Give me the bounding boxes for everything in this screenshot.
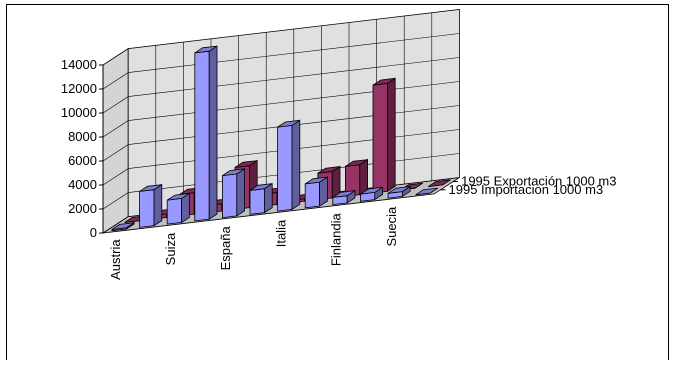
y-gridline <box>102 57 460 114</box>
bar-side-face <box>153 183 163 227</box>
bar-side-face <box>386 77 396 193</box>
y-tick-label: 10000 <box>61 105 97 120</box>
bar-top-face <box>387 186 411 194</box>
bar <box>344 158 369 197</box>
bar-top-face <box>427 179 451 187</box>
bar <box>111 221 135 232</box>
y-tick-label: 6000 <box>68 153 97 168</box>
bar-top-face <box>194 45 218 54</box>
y-gridline <box>102 129 460 186</box>
bar-top-face <box>332 190 356 198</box>
bar-front-face <box>221 173 238 219</box>
bar-top-face <box>415 187 439 196</box>
bar <box>194 45 218 222</box>
bar-top-face <box>345 159 368 167</box>
x-tick-label: Suecia <box>384 206 399 247</box>
bar-top-face <box>277 119 301 128</box>
bar <box>372 77 396 194</box>
chart-frame <box>6 4 669 360</box>
y-tick-label: 2000 <box>68 201 97 216</box>
x-tick-label: Finlandia <box>329 213 344 267</box>
series-label: 1995 Importacion 1000 m3 <box>449 182 604 197</box>
y-tick-label: 8000 <box>68 129 97 144</box>
bar <box>387 185 411 199</box>
bar <box>277 119 301 212</box>
bar-top-face <box>249 183 273 191</box>
bar-side-face <box>236 168 246 217</box>
bar-front-face <box>194 50 210 222</box>
bar <box>304 176 328 209</box>
bar-front-face <box>166 197 183 225</box>
bar-top-face <box>360 186 383 195</box>
bar-side-face <box>208 45 218 220</box>
y-tick-label: 4000 <box>68 177 97 192</box>
y-gridline <box>102 81 460 138</box>
bar <box>221 168 246 219</box>
bar-top-face <box>166 193 190 201</box>
bar-side-face <box>291 119 301 211</box>
x-tick-label: Italia <box>273 219 288 247</box>
y-tick-label: 12000 <box>61 81 97 96</box>
bar-top-face <box>222 168 245 176</box>
y-tick-label: 14000 <box>61 57 97 72</box>
bar-side-face <box>359 158 369 196</box>
bar-top-face <box>111 222 135 230</box>
bar-top-face <box>372 77 396 86</box>
bar <box>332 189 356 206</box>
bar-top-face <box>317 166 341 174</box>
y-gridline <box>102 105 460 162</box>
y-tick-label: 0 <box>90 225 97 240</box>
bar-top-face <box>139 184 163 192</box>
bar <box>249 182 273 215</box>
series-label: 1995 Exportación 1000 m3 <box>461 174 616 189</box>
x-tick-label: Suiza <box>163 232 178 265</box>
bar-top-face <box>234 160 258 168</box>
bar <box>427 179 451 187</box>
bar <box>166 192 190 225</box>
bar-front-face <box>304 181 321 209</box>
bar <box>415 187 439 196</box>
bar-front-face <box>249 188 265 215</box>
y-gridline <box>102 33 460 90</box>
bar-front-face <box>139 189 155 228</box>
x-tick-label: España <box>218 226 233 271</box>
bar-front-face <box>372 82 388 194</box>
bar <box>139 183 163 228</box>
x-tick-label: Austria <box>108 239 123 280</box>
bar-top-face <box>304 176 328 185</box>
bar <box>359 186 384 202</box>
bar-front-face <box>277 124 293 212</box>
chart-side-wall <box>102 47 129 234</box>
